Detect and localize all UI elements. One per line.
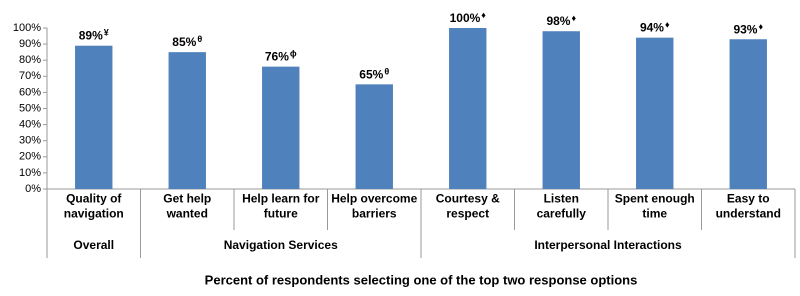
- value-label-text: 65%: [359, 68, 383, 82]
- value-label-text: 89%: [79, 29, 103, 43]
- x-tick-label: Help learn for future: [242, 192, 320, 221]
- value-label-mark: ♦: [481, 10, 486, 20]
- y-tick-label: 100%: [13, 22, 41, 34]
- x-tick-label: Quality of navigation: [64, 192, 124, 221]
- x-tick-label: Listen carefully: [537, 192, 587, 221]
- value-label: 85%θ: [172, 35, 202, 50]
- value-label-mark: ♦: [571, 14, 576, 24]
- value-label-text: 94%: [640, 21, 664, 35]
- y-tick-label: 10%: [19, 167, 41, 179]
- y-tick-label: 0%: [25, 183, 41, 195]
- value-label-mark: ¥: [104, 28, 109, 38]
- value-label-text: 85%: [172, 35, 196, 49]
- bar: [168, 52, 206, 190]
- value-label-text: 98%: [546, 14, 570, 28]
- y-tick-label: 50%: [19, 102, 41, 114]
- group-label: Overall: [73, 238, 114, 252]
- bar: [262, 66, 300, 189]
- y-tick-label: 80%: [19, 54, 41, 66]
- value-label-text: 93%: [733, 22, 757, 36]
- y-tick-label: 60%: [19, 86, 41, 98]
- bar: [449, 28, 487, 189]
- value-label: 89%¥: [79, 28, 109, 43]
- value-label-text: 76%: [265, 50, 289, 64]
- value-label-mark: ϕ: [290, 49, 297, 59]
- value-label: 65%θ: [359, 67, 389, 82]
- bar: [355, 84, 393, 189]
- value-label: 100%♦: [450, 10, 487, 25]
- x-tick-label: Get help wanted: [163, 192, 211, 221]
- bar: [542, 31, 580, 189]
- value-label: 93%♦: [733, 22, 763, 37]
- bar: [729, 39, 767, 189]
- value-label: 76%ϕ: [265, 49, 297, 64]
- y-tick-label: 40%: [19, 119, 41, 131]
- x-tick-label: Courtesy & respect: [436, 192, 500, 221]
- value-label-mark: ♦: [665, 20, 670, 30]
- x-tick-label: Easy to understand: [716, 192, 781, 221]
- group-label: Interpersonal Interactions: [534, 238, 682, 252]
- group-label: Navigation Services: [224, 238, 338, 252]
- x-tick-label: Help overcome barriers: [331, 192, 417, 221]
- y-tick-label: 70%: [19, 70, 41, 82]
- value-label-text: 100%: [450, 11, 481, 25]
- x-tick-label: Spent enough time: [615, 192, 695, 221]
- y-tick-label: 90%: [19, 38, 41, 50]
- y-tick-label: 20%: [19, 151, 41, 163]
- value-label: 98%♦: [546, 14, 576, 29]
- value-label: 94%♦: [640, 20, 670, 35]
- y-tick-label: 30%: [19, 135, 41, 147]
- value-label-mark: ♦: [758, 22, 763, 32]
- x-axis-title: Percent of respondents selecting one of …: [205, 272, 638, 287]
- bar: [75, 45, 113, 190]
- bar: [636, 37, 674, 189]
- value-label-mark: θ: [384, 67, 389, 77]
- value-label-mark: θ: [197, 35, 202, 45]
